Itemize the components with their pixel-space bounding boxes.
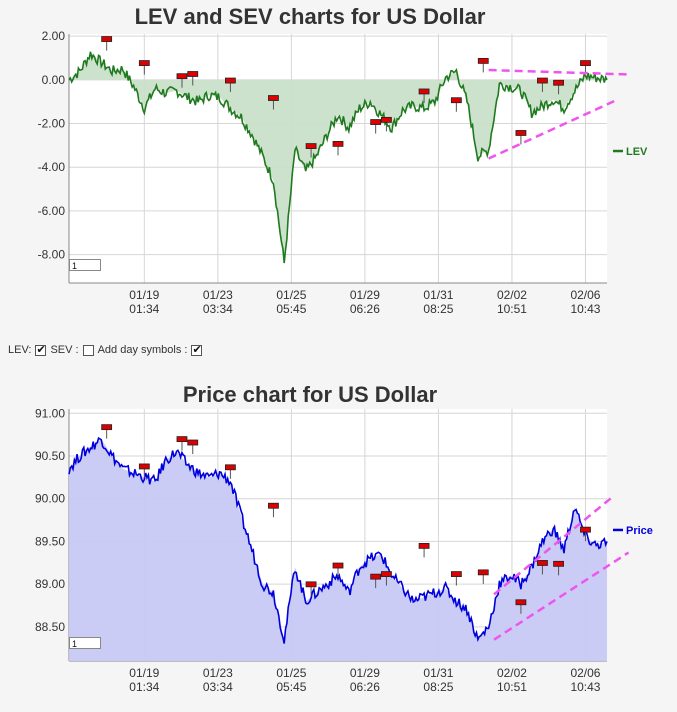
add-day-symbols-checkbox[interactable]	[191, 343, 203, 356]
price-xtick-time: 06:26	[350, 680, 380, 694]
price-trend-line	[493, 551, 630, 641]
price-area-fill	[69, 438, 607, 661]
price-marker	[418, 542, 430, 549]
price-marker	[305, 581, 317, 588]
lev-trend-line	[488, 68, 629, 76]
lev-marker	[370, 119, 382, 125]
lev-area-fill	[69, 53, 607, 264]
price-marker	[537, 560, 548, 566]
price-xtick-date: 01/31	[423, 666, 453, 680]
lev-marker	[187, 71, 199, 77]
price-xtick-date: 02/06	[570, 666, 600, 680]
price-marker	[381, 571, 392, 577]
price-ytick-label: 89.50	[35, 534, 65, 548]
price-legend-label: Price	[626, 525, 653, 537]
sev-checkbox[interactable]	[82, 344, 94, 356]
lev-ytick-label: -6.00	[38, 204, 66, 218]
price-xtick-date: 02/02	[497, 666, 527, 680]
lev-marker	[305, 143, 317, 149]
price-marker	[370, 573, 382, 580]
lev-marker	[553, 79, 564, 86]
price-marker	[187, 439, 199, 446]
lev-marker	[580, 60, 591, 66]
price-marker	[138, 463, 150, 470]
price-xtick-date: 01/29	[350, 666, 380, 680]
price-marker	[176, 436, 188, 443]
lev-ytick-label: -2.00	[38, 117, 66, 131]
sev-label: SEV :	[50, 344, 79, 356]
price-xtick-time: 01:34	[129, 680, 159, 694]
price-xtick-date: 01/25	[276, 666, 306, 680]
lev-xtick-time: 01:34	[129, 302, 159, 316]
price-marker	[332, 562, 344, 569]
price-ytick-label: 90.50	[35, 449, 65, 463]
lev-marker	[537, 77, 548, 84]
lev-series-line	[68, 51, 608, 264]
lev-xtick-date: 01/29	[350, 288, 380, 302]
add-day-symbols-label: Add day symbols :	[97, 344, 188, 356]
price-marker	[515, 599, 527, 606]
price-marker	[553, 560, 564, 567]
price-xtick-time: 08:25	[423, 680, 453, 694]
lev-xtick-time: 08:25	[423, 302, 453, 316]
price-chart: 91.00 90.50 90.00 89.50 89.00 88.50 01/1901:34…	[35, 382, 653, 694]
lev-marker	[268, 95, 279, 101]
lev-marker	[450, 97, 462, 104]
lev-xtick-date: 01/23	[203, 288, 233, 302]
price-marker	[268, 502, 279, 509]
lev-marker	[101, 36, 113, 42]
lev-marker	[418, 88, 430, 95]
lev-xtick-date: 02/02	[497, 288, 527, 302]
price-marker	[450, 571, 462, 577]
price-xtick-date: 01/19	[129, 666, 159, 680]
lev-ytick-label: 2.00	[42, 29, 66, 43]
lev-xtick-time: 10:51	[497, 302, 527, 316]
price-xtick-date: 01/23	[203, 666, 233, 680]
price-marker	[224, 464, 236, 471]
price-marker	[580, 526, 591, 533]
price-xtick-time: 03:34	[203, 680, 233, 694]
price-page-input[interactable]: 1	[69, 637, 101, 649]
chart-controls: LEV: SEV : Add day symbols :	[8, 343, 204, 356]
lev-ytick-label: -4.00	[38, 160, 66, 174]
price-chart-title: Price chart for US Dollar	[183, 382, 438, 407]
lev-ytick-label: 0.00	[42, 73, 66, 87]
price-marker	[101, 424, 113, 431]
lev-ytick-label: -8.00	[38, 248, 66, 262]
price-ytick-label: 91.00	[35, 406, 65, 420]
price-ytick-label: 89.00	[35, 577, 65, 591]
lev-chart-title: LEV and SEV charts for US Dollar	[135, 4, 486, 29]
lev-marker	[176, 73, 188, 80]
lev-marker	[138, 60, 150, 66]
lev-marker	[515, 130, 527, 136]
price-xtick-time: 10:51	[497, 680, 527, 694]
lev-xtick-time: 10:43	[570, 302, 600, 316]
lev-xtick-date: 02/06	[570, 288, 600, 302]
lev-xtick-date: 01/31	[423, 288, 453, 302]
lev-label: LEV:	[8, 344, 32, 356]
lev-trend-line	[488, 98, 619, 160]
lev-marker	[477, 57, 489, 64]
lev-xtick-time: 06:26	[350, 302, 380, 316]
lev-plot-area	[69, 34, 607, 283]
lev-xtick-date: 01/19	[129, 288, 159, 302]
lev-xtick-time: 05:45	[276, 302, 306, 316]
price-ytick-label: 90.00	[35, 492, 65, 506]
lev-xtick-time: 03:34	[203, 302, 233, 316]
lev-marker	[224, 77, 236, 84]
price-ytick-label: 88.50	[35, 620, 65, 634]
lev-checkbox[interactable]	[35, 343, 47, 356]
price-xtick-time: 05:45	[276, 680, 306, 694]
lev-legend-label: LEV	[626, 146, 648, 158]
price-xtick-time: 10:43	[570, 680, 600, 694]
lev-xtick-date: 01/25	[276, 288, 306, 302]
price-marker	[477, 569, 489, 576]
lev-marker	[332, 140, 344, 147]
lev-page-input[interactable]: 1	[69, 259, 101, 271]
price-series-line	[68, 436, 608, 644]
lev-marker	[381, 116, 392, 123]
